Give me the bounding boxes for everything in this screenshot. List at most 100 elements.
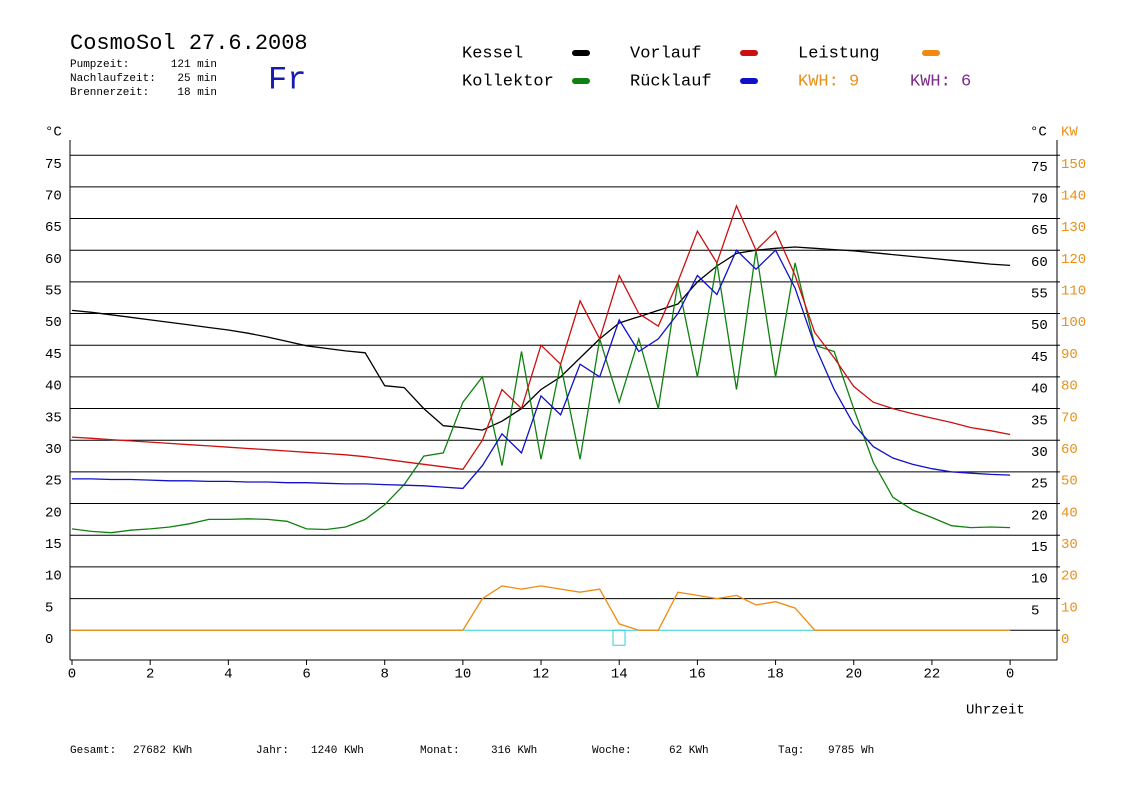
y-tick-label: 0 xyxy=(45,632,53,648)
total-value: 9785 Wh xyxy=(828,745,874,757)
info-label: Brennerzeit: xyxy=(70,87,149,99)
legend-label: Kollektor xyxy=(462,72,554,91)
x-axis-label: Uhrzeit xyxy=(966,703,1025,719)
y-tick-label-right: 15 xyxy=(1031,540,1048,556)
y-axis-label: °C xyxy=(45,125,62,141)
y2-tick-label: 50 xyxy=(1061,474,1078,490)
y-tick-label-right: 20 xyxy=(1031,508,1048,524)
x-tick-label: 6 xyxy=(302,667,310,683)
legend-swatch xyxy=(740,50,758,56)
y-tick-label-right: 45 xyxy=(1031,350,1048,366)
total-label: Woche: xyxy=(592,745,632,757)
total-label: Tag: xyxy=(778,745,804,757)
y2-tick-label: 30 xyxy=(1061,537,1078,553)
y2-tick-label: 130 xyxy=(1061,220,1086,236)
total-value: 62 KWh xyxy=(669,745,709,757)
x-tick-label: 8 xyxy=(380,667,388,683)
y2-tick-label: 0 xyxy=(1061,632,1069,648)
x-tick-label: 2 xyxy=(146,667,154,683)
weekday: Fr xyxy=(268,61,306,98)
y-tick-label: 40 xyxy=(45,379,62,395)
pump-marker xyxy=(612,629,626,646)
legend-label: Rücklauf xyxy=(630,72,712,91)
info-value: 121 min xyxy=(171,59,217,71)
y-tick-label-right: 40 xyxy=(1031,382,1048,398)
x-tick-label: 12 xyxy=(533,667,550,683)
info-value: 25 min xyxy=(177,73,217,85)
y2-tick-label: 150 xyxy=(1061,157,1086,173)
series-line xyxy=(71,204,1011,471)
y-tick-label: 60 xyxy=(45,252,62,268)
y2-tick-label: 100 xyxy=(1061,315,1086,331)
total-label: Gesamt: xyxy=(70,745,116,757)
series-line xyxy=(72,585,1011,631)
legend-swatch xyxy=(922,50,940,56)
series-line xyxy=(72,249,1011,490)
total-value: 27682 KWh xyxy=(133,745,192,757)
y-tick-label-right: 70 xyxy=(1031,192,1048,208)
annotation: KWH: 9 xyxy=(798,72,859,91)
x-tick-label: 18 xyxy=(767,667,784,683)
y2-tick-label: 120 xyxy=(1061,252,1086,268)
y-tick-label-right: 5 xyxy=(1031,603,1039,619)
legend-swatch xyxy=(740,78,758,84)
y-tick-label: 10 xyxy=(45,569,62,585)
y-tick-label: 70 xyxy=(45,189,62,205)
info-label: Pumpzeit: xyxy=(70,59,129,71)
info-value: 18 min xyxy=(177,87,217,99)
x-tick-label: 4 xyxy=(224,667,232,683)
info-label: Nachlaufzeit: xyxy=(70,73,156,85)
y2-tick-label: 80 xyxy=(1061,379,1078,395)
y-tick-label-right: 65 xyxy=(1031,223,1048,239)
legend-label: Kessel xyxy=(462,44,523,63)
legend-label: Leistung xyxy=(798,44,880,63)
y2-tick-label: 140 xyxy=(1061,189,1086,205)
x-tick-label: 16 xyxy=(689,667,706,683)
y-axis-label-right: °C xyxy=(1030,125,1047,141)
x-tick-label: 10 xyxy=(454,667,471,683)
y-tick-label: 30 xyxy=(45,442,62,458)
y2-tick-label: 110 xyxy=(1061,284,1086,300)
y2-tick-label: 90 xyxy=(1061,347,1078,363)
y-tick-label: 55 xyxy=(45,284,62,300)
y-tick-label-right: 30 xyxy=(1031,445,1048,461)
y-tick-label-right: 25 xyxy=(1031,477,1048,493)
x-tick-label: 0 xyxy=(1006,667,1014,683)
y-tick-label-right: 55 xyxy=(1031,287,1048,303)
y-tick-label-right: 10 xyxy=(1031,572,1048,588)
y2-tick-label: 20 xyxy=(1061,569,1078,585)
y-tick-label-right: 60 xyxy=(1031,255,1048,271)
y-tick-label: 5 xyxy=(45,600,53,616)
x-tick-label: 22 xyxy=(924,667,941,683)
legend-label: Vorlauf xyxy=(630,44,701,63)
y2-tick-label: 70 xyxy=(1061,410,1078,426)
series-line xyxy=(71,250,1011,534)
total-label: Monat: xyxy=(420,745,460,757)
y-tick-label-right: 50 xyxy=(1031,318,1048,334)
total-label: Jahr: xyxy=(256,745,289,757)
y-tick-label: 35 xyxy=(45,410,62,426)
y2-tick-label: 60 xyxy=(1061,442,1078,458)
x-tick-label: 20 xyxy=(845,667,862,683)
x-tick-label: 0 xyxy=(68,667,76,683)
y2-axis-label: KW xyxy=(1061,125,1078,141)
y-tick-label: 20 xyxy=(45,505,62,521)
series-line xyxy=(71,246,1011,431)
chart-title: CosmoSol 27.6.2008 xyxy=(70,31,308,56)
y-tick-label-right: 35 xyxy=(1031,413,1048,429)
y-tick-label: 25 xyxy=(45,474,62,490)
y2-tick-label: 10 xyxy=(1061,600,1078,616)
legend-swatch xyxy=(572,50,590,56)
legend-swatch xyxy=(572,78,590,84)
x-tick-label: 14 xyxy=(611,667,628,683)
y-tick-label: 75 xyxy=(45,157,62,173)
y-tick-label-right: 75 xyxy=(1031,160,1048,176)
y2-tick-label: 40 xyxy=(1061,505,1078,521)
total-value: 1240 KWh xyxy=(311,745,364,757)
y-tick-label: 15 xyxy=(45,537,62,553)
total-value: 316 KWh xyxy=(491,745,537,757)
annotation: KWH: 6 xyxy=(910,72,971,91)
y-tick-label: 45 xyxy=(45,347,62,363)
